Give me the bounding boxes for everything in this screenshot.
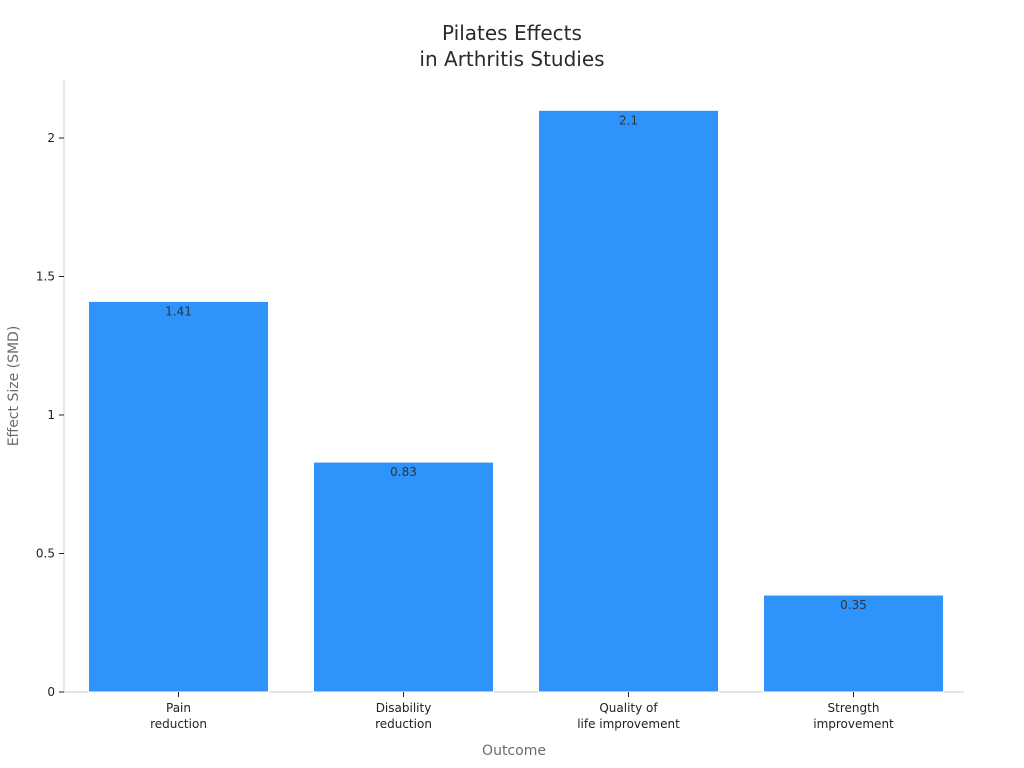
x-tick-label: reduction xyxy=(375,717,432,731)
x-tick-label: life improvement xyxy=(577,717,680,731)
y-tick-label: 0.5 xyxy=(36,547,55,561)
x-tick-label: Quality of xyxy=(599,701,658,715)
bars xyxy=(88,109,944,693)
chart-title-line-1: Pilates Effects xyxy=(442,21,582,45)
x-axis-label: Outcome xyxy=(482,743,546,759)
y-tick-label: 2 xyxy=(47,131,55,145)
x-tick-label: Pain xyxy=(166,701,191,715)
y-axis-label: Effect Size (SMD) xyxy=(6,326,22,447)
chart-title-line-2: in Arthritis Studies xyxy=(419,47,604,71)
y-tick-label: 1.5 xyxy=(36,270,55,284)
y-ticks: 0 0.5 1 1.5 2 xyxy=(36,131,64,699)
bar-value-label: 0.35 xyxy=(840,598,867,612)
bar-value-label: 0.83 xyxy=(390,465,417,479)
x-tick-label: improvement xyxy=(813,717,894,731)
x-ticks: Pain reduction Disability reduction Quality … xyxy=(150,692,894,731)
x-tick-label: Disability xyxy=(376,701,432,715)
bar xyxy=(313,461,494,693)
bar-value-label: 1.41 xyxy=(165,304,192,318)
y-tick-label: 0 xyxy=(47,685,55,699)
y-tick-label: 1 xyxy=(47,408,55,422)
x-tick-label: reduction xyxy=(150,717,207,731)
bar xyxy=(88,300,269,693)
bar-value-label: 2.1 xyxy=(619,113,638,127)
x-tick-label: Strength xyxy=(828,701,880,715)
bar xyxy=(538,109,719,693)
bar-value-labels: 1.41 0.83 2.1 0.35 xyxy=(165,113,867,612)
